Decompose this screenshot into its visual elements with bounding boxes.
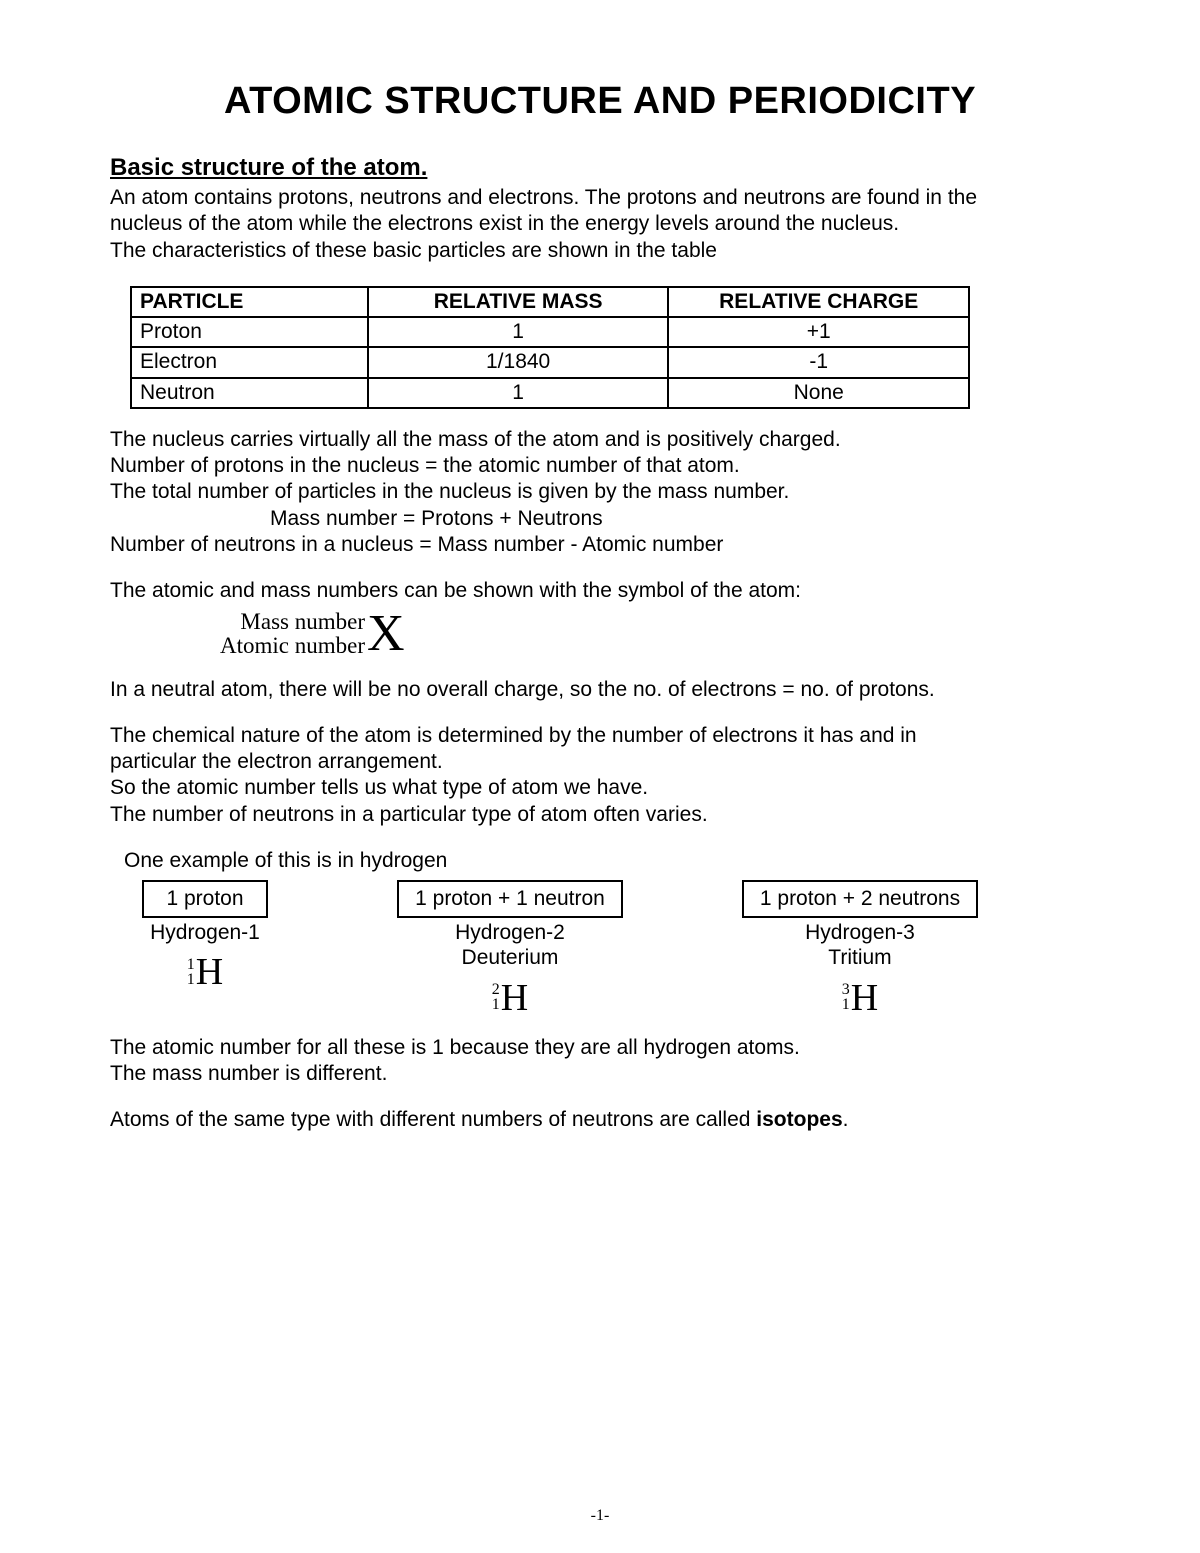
isotope-name-line: Hydrogen-2 (455, 921, 565, 944)
table-header-row: PARTICLE RELATIVE MASS RELATIVE CHARGE (131, 287, 969, 317)
isotope-name-line: Tritium (828, 946, 891, 969)
isotope-row: 1 proton Hydrogen-1 1 1 H 1 proton + 1 n… (120, 880, 1090, 1015)
isotope-definition: Atoms of the same type with different nu… (110, 1107, 1090, 1133)
para-line: The atomic and mass numbers can be shown… (110, 578, 1090, 604)
isotope-name: Hydrogen-2 Deuterium (455, 920, 565, 970)
equation-line: Mass number = Protons + Neutrons (270, 506, 1090, 532)
isotope-box: 1 proton (142, 880, 268, 918)
isotope-col: 1 proton + 2 neutrons Hydrogen-3 Tritium… (730, 880, 990, 1015)
nuclide-labels: Mass number Atomic number (220, 610, 365, 658)
para-line: The atomic number for all these is 1 bec… (110, 1035, 1090, 1061)
atomic-number-label: Atomic number (220, 634, 365, 658)
mass-number-label: Mass number (240, 610, 365, 634)
para-line: So the atomic number tells us what type … (110, 775, 1090, 801)
para-line: Number of neutrons in a nucleus = Mass n… (110, 532, 1090, 558)
isotope-nuclide: 2 1 H (492, 981, 528, 1015)
isotope-name-line: Hydrogen-1 (150, 921, 260, 944)
para-line: The mass number is different. (110, 1061, 1090, 1087)
cell: 1 (368, 378, 669, 408)
para-line: The nucleus carries virtually all the ma… (110, 427, 1090, 453)
body: Basic structure of the atom. An atom con… (110, 153, 1090, 1134)
isotope-numbers: 2 1 (492, 983, 500, 1012)
cell: None (668, 378, 969, 408)
text: Atoms of the same type with different nu… (110, 1108, 756, 1131)
atomic-number: 1 (187, 973, 195, 987)
intro-line: nucleus of the atom while the electrons … (110, 211, 1090, 237)
nuclide-symbol: X (367, 611, 405, 658)
isotope-box: 1 proton + 2 neutrons (742, 880, 978, 918)
table-row: Proton 1 +1 (131, 317, 969, 347)
isotope-col: 1 proton Hydrogen-1 1 1 H (120, 880, 290, 1015)
isotope-box: 1 proton + 1 neutron (397, 880, 623, 918)
isotope-nuclide: 1 1 H (187, 955, 223, 989)
particle-table: PARTICLE RELATIVE MASS RELATIVE CHARGE P… (130, 286, 970, 409)
para-line: The number of neutrons in a particular t… (110, 802, 1090, 828)
para-line: Number of protons in the nucleus = the a… (110, 453, 1090, 479)
atomic-number: 1 (492, 998, 500, 1012)
col-header: RELATIVE CHARGE (668, 287, 969, 317)
page-number: -1- (0, 1507, 1200, 1525)
element-symbol: H (196, 955, 223, 989)
isotope-intro: One example of this is in hydrogen (124, 848, 1090, 874)
cell: -1 (668, 347, 969, 377)
isotopes-term: isotopes (756, 1108, 842, 1131)
para-line: particular the electron arrangement. (110, 749, 1090, 775)
isotope-numbers: 3 1 (842, 983, 850, 1012)
page-title: ATOMIC STRUCTURE AND PERIODICITY (110, 80, 1090, 123)
intro-line: An atom contains protons, neutrons and e… (110, 185, 1090, 211)
element-symbol: H (501, 981, 528, 1015)
isotope-nuclide: 3 1 H (842, 981, 878, 1015)
cell: +1 (668, 317, 969, 347)
atomic-number: 1 (842, 998, 850, 1012)
cell: Electron (131, 347, 368, 377)
para-line: The chemical nature of the atom is deter… (110, 723, 1090, 749)
isotope-name-line: Deuterium (462, 946, 559, 969)
nuclide-notation: Mass number Atomic number X (220, 610, 1090, 658)
para-line: In a neutral atom, there will be no over… (110, 677, 1090, 703)
cell: 1/1840 (368, 347, 669, 377)
cell: 1 (368, 317, 669, 347)
text: . (843, 1108, 849, 1131)
isotope-col: 1 proton + 1 neutron Hydrogen-2 Deuteriu… (380, 880, 640, 1015)
isotope-numbers: 1 1 (187, 958, 195, 987)
page: ATOMIC STRUCTURE AND PERIODICITY Basic s… (0, 0, 1200, 1553)
cell: Neutron (131, 378, 368, 408)
isotope-name: Hydrogen-1 (150, 920, 260, 945)
isotope-name: Hydrogen-3 Tritium (805, 920, 915, 970)
col-header: RELATIVE MASS (368, 287, 669, 317)
cell: Proton (131, 317, 368, 347)
table-row: Electron 1/1840 -1 (131, 347, 969, 377)
element-symbol: H (851, 981, 878, 1015)
intro-line: The characteristics of these basic parti… (110, 238, 1090, 264)
para-line: The total number of particles in the nuc… (110, 479, 1090, 505)
isotope-name-line: Hydrogen-3 (805, 921, 915, 944)
section-heading: Basic structure of the atom. (110, 153, 1090, 183)
table-row: Neutron 1 None (131, 378, 969, 408)
col-header: PARTICLE (131, 287, 368, 317)
